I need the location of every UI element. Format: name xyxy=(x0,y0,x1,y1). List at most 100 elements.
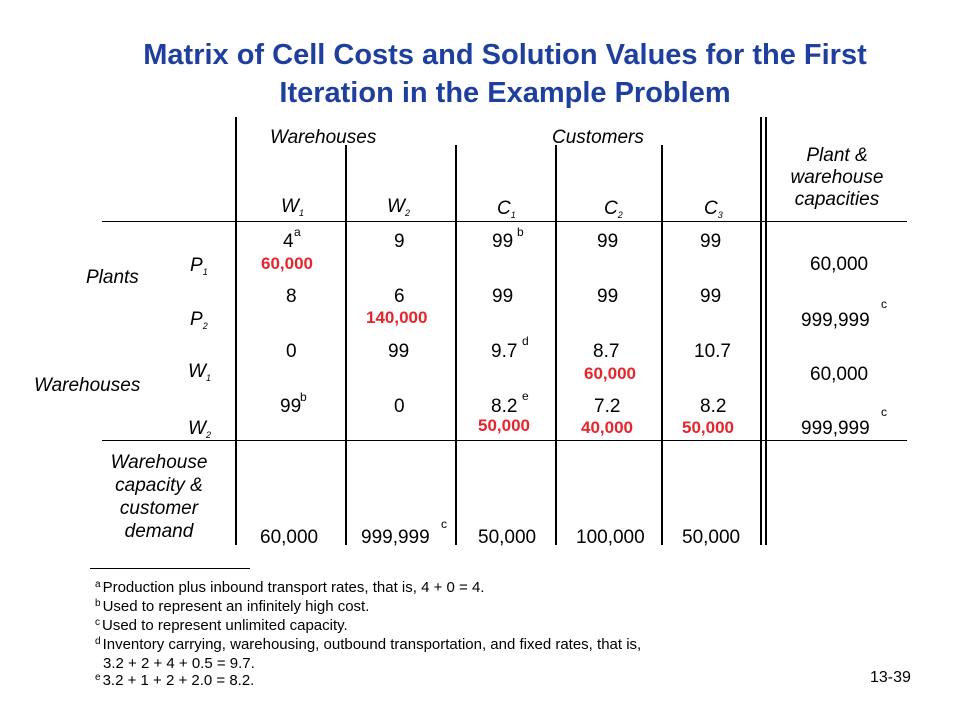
footnote-b: b Used to represent an infinitely high co… xyxy=(95,598,641,617)
solution-value-w2-c2: 40,000 xyxy=(581,418,633,437)
footnote-text: Used to represent an infinitely high cos… xyxy=(102,598,370,615)
grid-vline-2 xyxy=(345,145,347,545)
cost-cell-w1-w1: 0 xyxy=(286,341,297,362)
capacities-header: Plant & warehouse capacities xyxy=(772,145,902,211)
capacity-w2: 999,999 xyxy=(801,418,870,439)
demand-w1: 60,000 xyxy=(260,527,319,548)
row-letter: P xyxy=(190,309,203,330)
cost-cell-p1-c3: 99 xyxy=(700,231,722,252)
column-letter: C xyxy=(604,198,618,219)
cost-cell-p2-c2: 99 xyxy=(597,286,619,307)
row-label-p2: P2 xyxy=(190,309,208,331)
demand-label-line-2: capacity & xyxy=(115,475,203,496)
cost-cell-p2-w1: 8 xyxy=(286,286,297,307)
column-subscript: 2 xyxy=(404,208,410,218)
title-line-2: Iteration in the Example Problem xyxy=(279,77,731,109)
capacity-w1: 60,000 xyxy=(810,364,869,385)
footnote-d-continuation: 3.2 + 2 + 4 + 0.5 = 9.7. xyxy=(95,655,641,672)
footnote-divider xyxy=(90,568,250,569)
grid-hline-header xyxy=(102,221,907,222)
column-subscript: 1 xyxy=(298,208,304,218)
row-subscript: 1 xyxy=(202,267,208,277)
footnote-text: Inventory carrying, warehousing, outboun… xyxy=(102,636,642,653)
footnote-d: d Inventory carrying, warehousing, outbou… xyxy=(95,636,641,655)
column-subscript: 1 xyxy=(510,210,516,220)
warehouses-header: Warehouses xyxy=(270,127,377,148)
row-letter: P xyxy=(190,255,203,276)
cost-cell-w2-c2: 7.2 xyxy=(594,396,621,417)
column-letter: C xyxy=(497,198,511,219)
solution-value-w1-c2: 60,000 xyxy=(584,364,636,383)
demand-c1: 50,000 xyxy=(478,527,537,548)
cost-cell-p1-c2: 99 xyxy=(597,231,619,252)
column-subscript: 3 xyxy=(717,210,723,220)
row-label-p1: P1 xyxy=(190,255,208,277)
grid-vline-4 xyxy=(555,145,557,545)
row-subscript: 2 xyxy=(205,430,211,440)
demand-c3: 50,000 xyxy=(682,527,741,548)
demand-c2: 100,000 xyxy=(576,527,645,548)
warehouses-group-label: Warehouses xyxy=(34,375,141,396)
capacities-header-line-2: warehouse xyxy=(790,167,884,188)
column-letter: W xyxy=(281,196,299,217)
footnote-text: Production plus inbound transport rates,… xyxy=(102,579,485,596)
grid-vline-1 xyxy=(235,117,237,545)
row-label-w1: W1 xyxy=(188,361,211,383)
grid-vline-3 xyxy=(455,145,457,545)
grid-vline-6b xyxy=(765,117,767,545)
cost-cell-p1-w2: 9 xyxy=(394,231,405,252)
demand-label-line-4: demand xyxy=(124,521,194,542)
slide-title: Matrix of Cell Costs and Solution Values… xyxy=(60,36,950,112)
column-header-w1: W1 xyxy=(281,196,304,218)
solution-value-p1-w1: 60,000 xyxy=(261,254,313,273)
footnote-text: Used to represent unlimited capacity. xyxy=(102,617,348,634)
footnote-text: 3.2 + 1 + 2 + 2.0 = 8.2. xyxy=(102,672,255,689)
customers-header: Customers xyxy=(552,127,644,148)
demand-label-line-1: Warehouse xyxy=(110,452,208,473)
footnote-c: c Used to represent unlimited capacity. xyxy=(95,617,641,636)
column-letter: C xyxy=(704,198,718,219)
plants-group-label: Plants xyxy=(86,267,139,288)
row-letter: W xyxy=(188,418,206,439)
capacity-p2: 999,999 xyxy=(801,310,870,331)
demand-label: Warehouse capacity & customer demand xyxy=(100,451,218,543)
title-line-1: Matrix of Cell Costs and Solution Values… xyxy=(143,39,867,71)
solution-value-p2-w2: 140,000 xyxy=(366,308,428,327)
cost-cell-w2-w2: 0 xyxy=(394,396,405,417)
row-subscript: 2 xyxy=(202,321,208,331)
cost-cell-w1-c2: 8.7 xyxy=(593,341,620,362)
cost-cell-w1-c1: 9.7 xyxy=(491,341,518,362)
footnote-marker-c: c xyxy=(881,405,887,419)
column-header-c2: C2 xyxy=(604,198,623,220)
footnotes: a Production plus inbound transport rates… xyxy=(95,579,641,691)
capacities-header-line-1: Plant & xyxy=(806,145,868,166)
cost-cell-p2-c3: 99 xyxy=(700,286,722,307)
demand-label-line-3: customer xyxy=(119,498,199,519)
solution-value-w2-c3: 50,000 xyxy=(682,418,734,437)
footnote-mark: c xyxy=(95,617,100,628)
slide-number: 13-39 xyxy=(870,669,911,686)
footnote-text: 3.2 + 2 + 4 + 0.5 = 9.7. xyxy=(103,655,255,672)
footnote-marker-d: d xyxy=(522,334,529,348)
cost-cell-w2-c3: 8.2 xyxy=(700,396,727,417)
cost-cell-w1-c3: 10.7 xyxy=(694,341,731,362)
cost-cell-w1-w2: 99 xyxy=(388,341,410,362)
footnote-mark: e xyxy=(95,672,101,683)
cost-cell-w2-w1: 99 xyxy=(280,396,302,417)
row-letter: W xyxy=(188,361,206,382)
column-header-c3: C3 xyxy=(704,198,723,220)
row-label-w2: W2 xyxy=(188,418,211,440)
capacities-header-line-3: capacities xyxy=(794,189,880,210)
footnote-marker-b: b xyxy=(300,390,307,404)
grid-vline-6a xyxy=(760,117,762,545)
capacity-p1: 60,000 xyxy=(810,254,869,275)
footnote-marker-c: c xyxy=(441,517,447,531)
cost-cell-w2-c1: 8.2 xyxy=(491,396,518,417)
demand-w2: 999,999 xyxy=(361,527,430,548)
cost-cell-p1-w1: 4 xyxy=(283,231,294,252)
footnote-e: e 3.2 + 1 + 2 + 2.0 = 8.2. xyxy=(95,672,641,691)
column-letter: W xyxy=(387,196,405,217)
cost-cell-p2-w2: 6 xyxy=(394,286,405,307)
column-header-w2: W2 xyxy=(387,196,410,218)
footnote-marker-e: e xyxy=(522,389,529,403)
